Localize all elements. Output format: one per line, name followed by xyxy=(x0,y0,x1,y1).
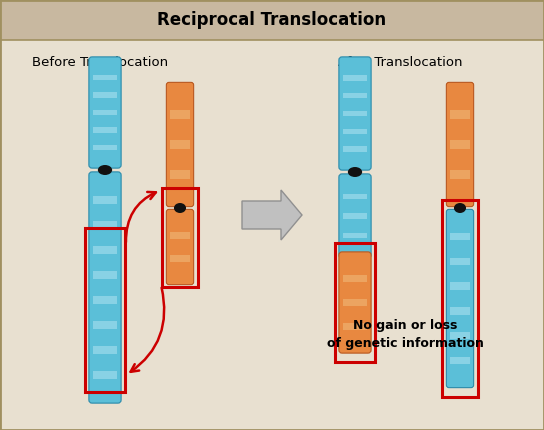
Ellipse shape xyxy=(174,203,186,213)
Bar xyxy=(170,170,190,179)
Ellipse shape xyxy=(348,167,362,177)
Bar xyxy=(343,233,367,238)
Text: Before Translocation: Before Translocation xyxy=(32,55,168,68)
Bar xyxy=(450,258,470,265)
Bar xyxy=(450,140,470,149)
FancyBboxPatch shape xyxy=(166,83,194,207)
Bar xyxy=(343,111,367,116)
Bar xyxy=(94,346,117,354)
Bar xyxy=(94,196,117,204)
FancyBboxPatch shape xyxy=(339,252,371,353)
Bar xyxy=(450,283,470,290)
Bar xyxy=(94,92,117,98)
FancyBboxPatch shape xyxy=(89,57,121,168)
FancyBboxPatch shape xyxy=(447,209,474,387)
Ellipse shape xyxy=(98,165,112,175)
Bar xyxy=(94,110,117,115)
Bar xyxy=(94,246,117,254)
Bar xyxy=(343,93,367,98)
FancyBboxPatch shape xyxy=(447,83,474,207)
Bar xyxy=(170,140,190,149)
Bar xyxy=(85,228,125,392)
Bar xyxy=(450,110,470,119)
Bar xyxy=(442,200,478,397)
FancyBboxPatch shape xyxy=(89,172,121,403)
Bar xyxy=(94,127,117,132)
Bar xyxy=(343,147,367,152)
Text: Reciprocal Translocation: Reciprocal Translocation xyxy=(157,11,387,29)
Bar xyxy=(450,233,470,240)
Bar xyxy=(343,299,367,306)
Polygon shape xyxy=(242,190,302,240)
Bar xyxy=(343,275,367,283)
Bar xyxy=(0,0,544,40)
Bar xyxy=(170,110,190,119)
Bar xyxy=(170,232,190,239)
Bar xyxy=(343,213,367,219)
Bar xyxy=(162,188,198,287)
Bar xyxy=(94,371,117,379)
Bar xyxy=(343,75,367,80)
Bar xyxy=(94,271,117,279)
Bar xyxy=(335,243,375,362)
Ellipse shape xyxy=(454,203,466,213)
Bar xyxy=(343,194,367,200)
FancyArrowPatch shape xyxy=(126,192,156,242)
FancyArrowPatch shape xyxy=(131,288,164,372)
Bar xyxy=(450,332,470,339)
Text: After Translocation: After Translocation xyxy=(338,55,462,68)
Bar xyxy=(450,307,470,315)
Bar xyxy=(450,170,470,179)
Bar xyxy=(94,296,117,304)
FancyBboxPatch shape xyxy=(339,57,371,170)
Bar xyxy=(94,221,117,229)
Bar xyxy=(94,321,117,329)
Bar xyxy=(343,129,367,134)
Bar xyxy=(450,356,470,364)
FancyBboxPatch shape xyxy=(166,209,194,285)
Bar xyxy=(94,75,117,80)
Bar xyxy=(94,145,117,150)
FancyBboxPatch shape xyxy=(339,174,371,258)
Text: No gain or loss
of genetic information: No gain or loss of genetic information xyxy=(326,319,484,350)
Bar xyxy=(343,322,367,330)
Bar xyxy=(170,255,190,262)
